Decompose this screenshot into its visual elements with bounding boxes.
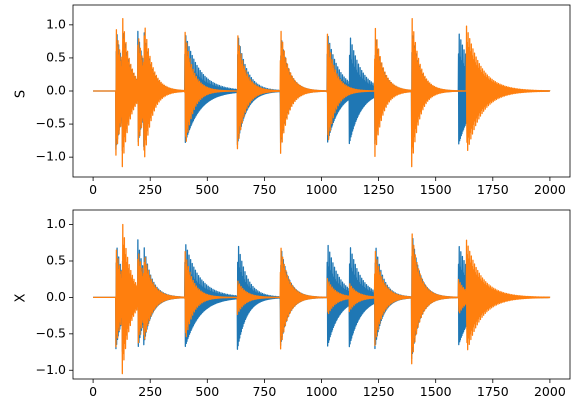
- subplot-x-series-2-line: [92, 223, 551, 375]
- subplot-x-xtick-label-2000: 2000: [534, 384, 566, 399]
- subplot-s-ytick-label-3: 0.5: [46, 49, 66, 64]
- subplot-s-ytick-label-1: −0.5: [36, 116, 66, 131]
- subplot-x-xtick-label-0: 0: [89, 384, 97, 399]
- subplot-s-axes: 0 250 500 750 1000 1250 1500 1750 2000 −1.0 −0.5 0.…: [36, 4, 571, 197]
- subplot-x-ytick-label-1: −0.5: [36, 325, 66, 340]
- subplot-s-xtick-label-2000: 2000: [534, 182, 566, 197]
- subplot-s-ytick-label-0: −1.0: [36, 149, 66, 164]
- subplot-x-ytick-label-4: 1.0: [46, 216, 66, 231]
- subplot-x-ytick-label-3: 0.5: [46, 252, 66, 267]
- subplot-x-ylabel: X: [14, 293, 29, 302]
- subplot-x: 0 250 500 750 1000 1250 1500 1750 2000 −1.0 −0.5 0.…: [14, 209, 571, 399]
- subplot-s-xtick-label-750: 750: [252, 182, 276, 197]
- subplot-x-ytick-label-0: −1.0: [36, 362, 66, 377]
- subplot-x-xtick-label-1500: 1500: [420, 384, 452, 399]
- subplot-s-xtick-label-1500: 1500: [420, 182, 452, 197]
- subplot-x-xtick-label-250: 250: [138, 384, 162, 399]
- subplot-s-xtick-label-1250: 1250: [363, 182, 395, 197]
- subplot-x-axes: 0 250 500 750 1000 1250 1500 1750 2000 −1.0 −0.5 0.…: [36, 209, 571, 399]
- subplot-x-xtick-label-1250: 1250: [363, 384, 395, 399]
- subplot-x-ytick-label-2: 0.0: [46, 289, 66, 304]
- subplot-s-series-2-line: [92, 18, 551, 168]
- subplot-x-xtick-label-1750: 1750: [477, 384, 509, 399]
- subplot-s-xtick-label-1000: 1000: [306, 182, 338, 197]
- subplot-s-series: [92, 18, 551, 168]
- subplot-s: 0 250 500 750 1000 1250 1500 1750 2000 −1.0 −0.5 0.…: [14, 4, 571, 197]
- subplot-s-xtick-label-0: 0: [89, 182, 97, 197]
- subplot-s-xtick-label-250: 250: [138, 182, 162, 197]
- subplot-s-xtick-label-500: 500: [195, 182, 219, 197]
- subplot-s-xtick-label-1750: 1750: [477, 182, 509, 197]
- subplot-x-xtick-label-750: 750: [252, 384, 276, 399]
- subplot-x-xtick-label-1000: 1000: [306, 384, 338, 399]
- subplot-s-ytick-label-4: 1.0: [46, 16, 66, 31]
- subplot-x-series: [92, 223, 551, 375]
- subplot-x-xtick-label-500: 500: [195, 384, 219, 399]
- subplot-s-ylabel: S: [14, 90, 29, 98]
- subplot-s-ytick-label-2: 0.0: [46, 83, 66, 98]
